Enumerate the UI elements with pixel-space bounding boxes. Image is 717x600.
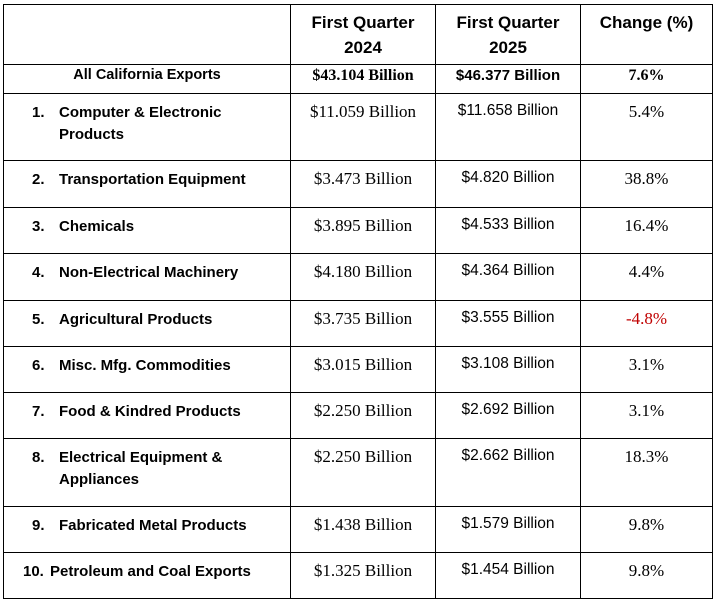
value-q1-2024: $1.438 Billion	[290, 506, 436, 553]
value-q1-2025: $11.658 Billion	[435, 93, 581, 161]
value-q1-2025: $3.108 Billion	[435, 346, 581, 393]
category-label: Electrical Equipment &	[59, 449, 223, 466]
value-q1-2024: $2.250 Billion	[290, 392, 436, 439]
value-q1-2024: $1.325 Billion	[290, 552, 436, 599]
category-cell: 1. Computer & Electronic Products	[3, 93, 291, 161]
category-label-continued: Appliances	[59, 471, 140, 488]
value-change: 16.4%	[580, 207, 713, 254]
header-q1-2024: First Quarter 2024	[290, 4, 436, 65]
value-q1-2025: $4.820 Billion	[435, 160, 581, 208]
table-row: 2. Transportation Equipment $3.473 Billion…	[3, 160, 713, 208]
rank-number: 6.	[32, 357, 45, 374]
value-q1-2025: $4.533 Billion	[435, 207, 581, 254]
value-change: 38.8%	[580, 160, 713, 208]
exports-table: First Quarter 2024 First Quarter 2025 Chan…	[3, 4, 713, 599]
table-row: 5. Agricultural Products $3.735 Billion $3.…	[3, 300, 713, 347]
header-category	[3, 4, 291, 65]
category-label: Fabricated Metal Products	[59, 517, 247, 534]
category-label: Chemicals	[59, 218, 135, 235]
category-cell: 8. Electrical Equipment & Appliances	[3, 438, 291, 507]
table-row: 10. Petroleum and Coal Exports $1.325 Bill…	[3, 552, 713, 599]
header-q1-2024-line1: First Quarter	[311, 13, 415, 32]
value-q1-2025: $3.555 Billion	[435, 300, 581, 347]
value-q1-2024: $4.180 Billion	[290, 253, 436, 301]
table-row: 1. Computer & Electronic Products $11.059 B…	[3, 93, 713, 161]
value-q1-2025: $2.692 Billion	[435, 392, 581, 439]
rank-number: 9.	[32, 517, 45, 534]
total-q1-2024: $43.104 Billion	[290, 64, 436, 94]
table-row: 7. Food & Kindred Products $2.250 Billion $…	[3, 392, 713, 439]
header-q1-2025-line1: First Quarter	[456, 13, 560, 32]
category-label: Agricultural Products	[59, 311, 213, 328]
table-row: 3. Chemicals $3.895 Billion $4.533 Billion 1…	[3, 207, 713, 254]
table-row: 8. Electrical Equipment & Appliances $2.250…	[3, 438, 713, 507]
category-label-continued: Products	[59, 126, 125, 143]
value-q1-2024: $3.015 Billion	[290, 346, 436, 393]
value-change: 18.3%	[580, 438, 713, 507]
category-cell: 7. Food & Kindred Products	[3, 392, 291, 439]
exports-table-container: First Quarter 2024 First Quarter 2025 Chan…	[3, 4, 713, 599]
category-cell: 5. Agricultural Products	[3, 300, 291, 347]
category-label: Misc. Mfg. Commodities	[59, 357, 231, 374]
header-q1-2025: First Quarter 2025	[435, 4, 581, 65]
category-label: Non-Electrical Machinery	[59, 264, 239, 281]
value-q1-2024: $3.735 Billion	[290, 300, 436, 347]
category-cell: 2. Transportation Equipment	[3, 160, 291, 208]
value-change: 9.8%	[580, 552, 713, 599]
rank-number: 10.	[23, 563, 44, 580]
table-row: 6. Misc. Mfg. Commodities $3.015 Billion $3…	[3, 346, 713, 393]
rank-number: 1.	[32, 104, 45, 121]
category-cell: 6. Misc. Mfg. Commodities	[3, 346, 291, 393]
table-row: 9. Fabricated Metal Products $1.438 Billio…	[3, 506, 713, 553]
value-change: 4.4%	[580, 253, 713, 301]
category-label: Petroleum and Coal Exports	[50, 563, 251, 580]
value-q1-2024: $3.895 Billion	[290, 207, 436, 254]
total-label: All California Exports	[3, 64, 291, 94]
total-change: 7.6%	[580, 64, 713, 94]
category-cell: 9. Fabricated Metal Products	[3, 506, 291, 553]
rank-number: 8.	[32, 449, 45, 466]
rank-number: 5.	[32, 311, 45, 328]
total-q1-2025: $46.377 Billion	[435, 64, 581, 94]
category-label: Transportation Equipment	[59, 171, 246, 188]
value-change: 3.1%	[580, 346, 713, 393]
value-q1-2024: $3.473 Billion	[290, 160, 436, 208]
value-change: 9.8%	[580, 506, 713, 553]
value-q1-2024: $11.059 Billion	[290, 93, 436, 161]
value-q1-2025: $1.579 Billion	[435, 506, 581, 553]
category-label: Computer & Electronic	[59, 104, 222, 121]
header-change: Change (%)	[580, 4, 713, 65]
header-q1-2025-line2: 2025	[489, 38, 527, 57]
value-q1-2024: $2.250 Billion	[290, 438, 436, 507]
value-q1-2025: $1.454 Billion	[435, 552, 581, 599]
value-q1-2025: $4.364 Billion	[435, 253, 581, 301]
value-change: 5.4%	[580, 93, 713, 161]
rank-number: 7.	[32, 403, 45, 420]
category-label: Food & Kindred Products	[59, 403, 241, 420]
rank-number: 2.	[32, 171, 45, 188]
category-cell: 4. Non-Electrical Machinery	[3, 253, 291, 301]
header-q1-2024-line2: 2024	[344, 38, 382, 57]
category-cell: 10. Petroleum and Coal Exports	[3, 552, 291, 599]
rank-number: 4.	[32, 264, 45, 281]
category-cell: 3. Chemicals	[3, 207, 291, 254]
rank-number: 3.	[32, 218, 45, 235]
value-change: 3.1%	[580, 392, 713, 439]
value-q1-2025: $2.662 Billion	[435, 438, 581, 507]
table-row: 4. Non-Electrical Machinery $4.180 Billion…	[3, 253, 713, 301]
value-change: -4.8%	[580, 300, 713, 347]
header-row: First Quarter 2024 First Quarter 2025 Chan…	[3, 4, 713, 65]
total-row: All California Exports $43.104 Billion $…	[3, 64, 713, 94]
